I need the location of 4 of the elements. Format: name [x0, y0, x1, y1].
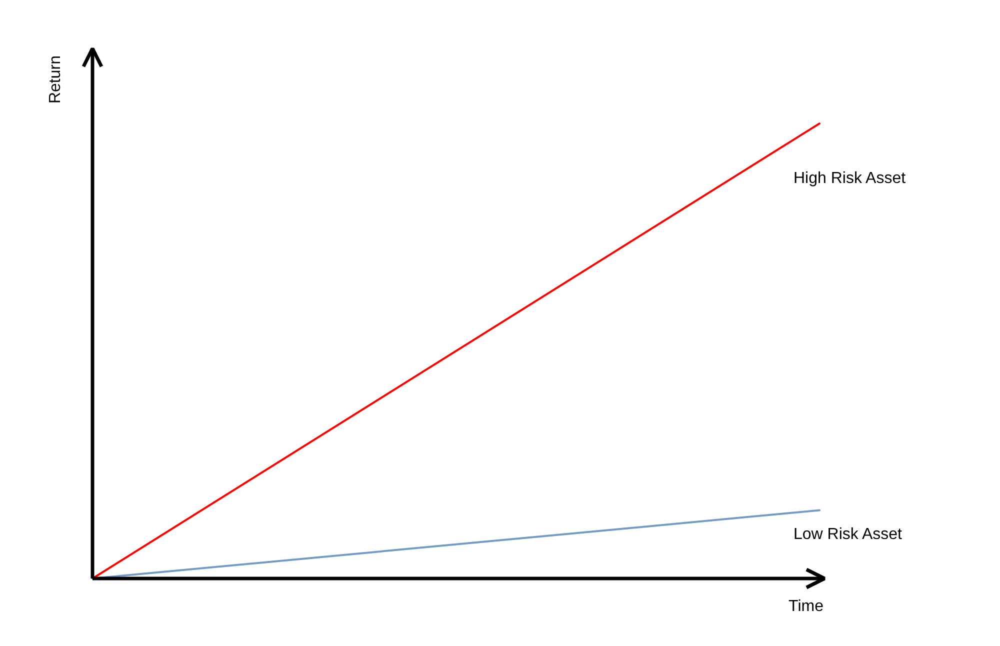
x-axis-title: Time: [788, 598, 824, 615]
y-axis-title: Return: [47, 55, 64, 104]
series-label: Low Risk Asset: [794, 526, 903, 543]
series-label: High Risk Asset: [794, 170, 906, 187]
